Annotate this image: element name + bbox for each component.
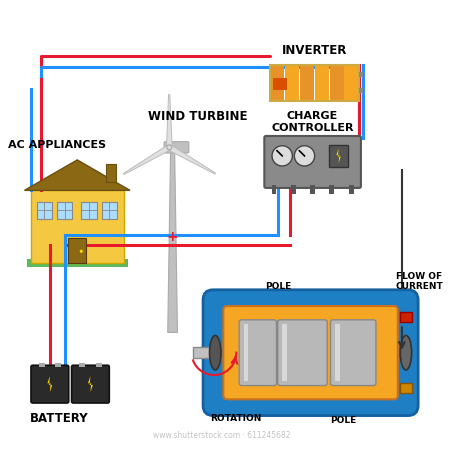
- Text: POLE: POLE: [265, 282, 291, 291]
- Bar: [55, 363, 61, 367]
- Polygon shape: [88, 376, 93, 392]
- Bar: [329, 64, 344, 101]
- Bar: [400, 312, 412, 322]
- Polygon shape: [166, 94, 172, 147]
- Text: BATTERY: BATTERY: [30, 412, 88, 424]
- FancyBboxPatch shape: [264, 136, 361, 188]
- Bar: [335, 324, 340, 381]
- Ellipse shape: [210, 336, 221, 370]
- Polygon shape: [168, 150, 177, 332]
- FancyBboxPatch shape: [278, 320, 327, 385]
- Polygon shape: [337, 149, 341, 163]
- Ellipse shape: [400, 336, 412, 370]
- Polygon shape: [24, 160, 130, 190]
- Bar: [400, 383, 412, 393]
- Bar: [291, 185, 296, 194]
- Bar: [39, 363, 45, 367]
- Bar: [243, 324, 248, 381]
- Bar: [31, 190, 124, 263]
- Polygon shape: [168, 145, 216, 174]
- Bar: [285, 64, 299, 101]
- Bar: [273, 78, 288, 90]
- Bar: [27, 259, 128, 266]
- FancyBboxPatch shape: [330, 320, 376, 385]
- Bar: [359, 88, 363, 93]
- Bar: [57, 202, 72, 219]
- Bar: [106, 164, 116, 182]
- Bar: [272, 185, 276, 194]
- FancyBboxPatch shape: [72, 365, 109, 403]
- Polygon shape: [123, 145, 171, 174]
- Bar: [68, 238, 86, 263]
- Text: CHARGE
CONTROLLER: CHARGE CONTROLLER: [271, 111, 354, 133]
- Circle shape: [294, 146, 315, 166]
- Bar: [315, 64, 329, 101]
- Bar: [81, 202, 97, 219]
- Circle shape: [80, 250, 83, 253]
- Bar: [95, 363, 102, 367]
- Text: POLE: POLE: [330, 415, 356, 424]
- FancyBboxPatch shape: [31, 365, 69, 403]
- Bar: [270, 64, 284, 101]
- Bar: [102, 202, 117, 219]
- FancyBboxPatch shape: [164, 141, 189, 153]
- Polygon shape: [47, 376, 52, 392]
- Text: +: +: [166, 230, 178, 244]
- Circle shape: [272, 146, 292, 166]
- Text: AC APPLIANCES: AC APPLIANCES: [8, 140, 106, 150]
- Bar: [310, 185, 315, 194]
- Bar: [270, 64, 359, 101]
- Bar: [359, 72, 363, 77]
- Bar: [329, 144, 348, 167]
- Bar: [282, 324, 287, 381]
- Bar: [193, 347, 219, 358]
- Bar: [349, 185, 354, 194]
- Text: INVERTER: INVERTER: [282, 44, 347, 57]
- Bar: [344, 64, 359, 101]
- Text: ROTATION: ROTATION: [210, 415, 261, 423]
- FancyBboxPatch shape: [203, 290, 418, 415]
- Circle shape: [167, 145, 172, 150]
- Text: WIND TURBINE: WIND TURBINE: [148, 110, 248, 123]
- Text: FLOW OF
CURRENT: FLOW OF CURRENT: [396, 272, 444, 291]
- FancyBboxPatch shape: [239, 320, 276, 385]
- Text: www.shutterstock.com · 611245682: www.shutterstock.com · 611245682: [153, 431, 290, 440]
- Bar: [300, 64, 314, 101]
- FancyBboxPatch shape: [223, 306, 398, 400]
- Bar: [329, 185, 334, 194]
- Bar: [36, 202, 52, 219]
- Bar: [79, 363, 86, 367]
